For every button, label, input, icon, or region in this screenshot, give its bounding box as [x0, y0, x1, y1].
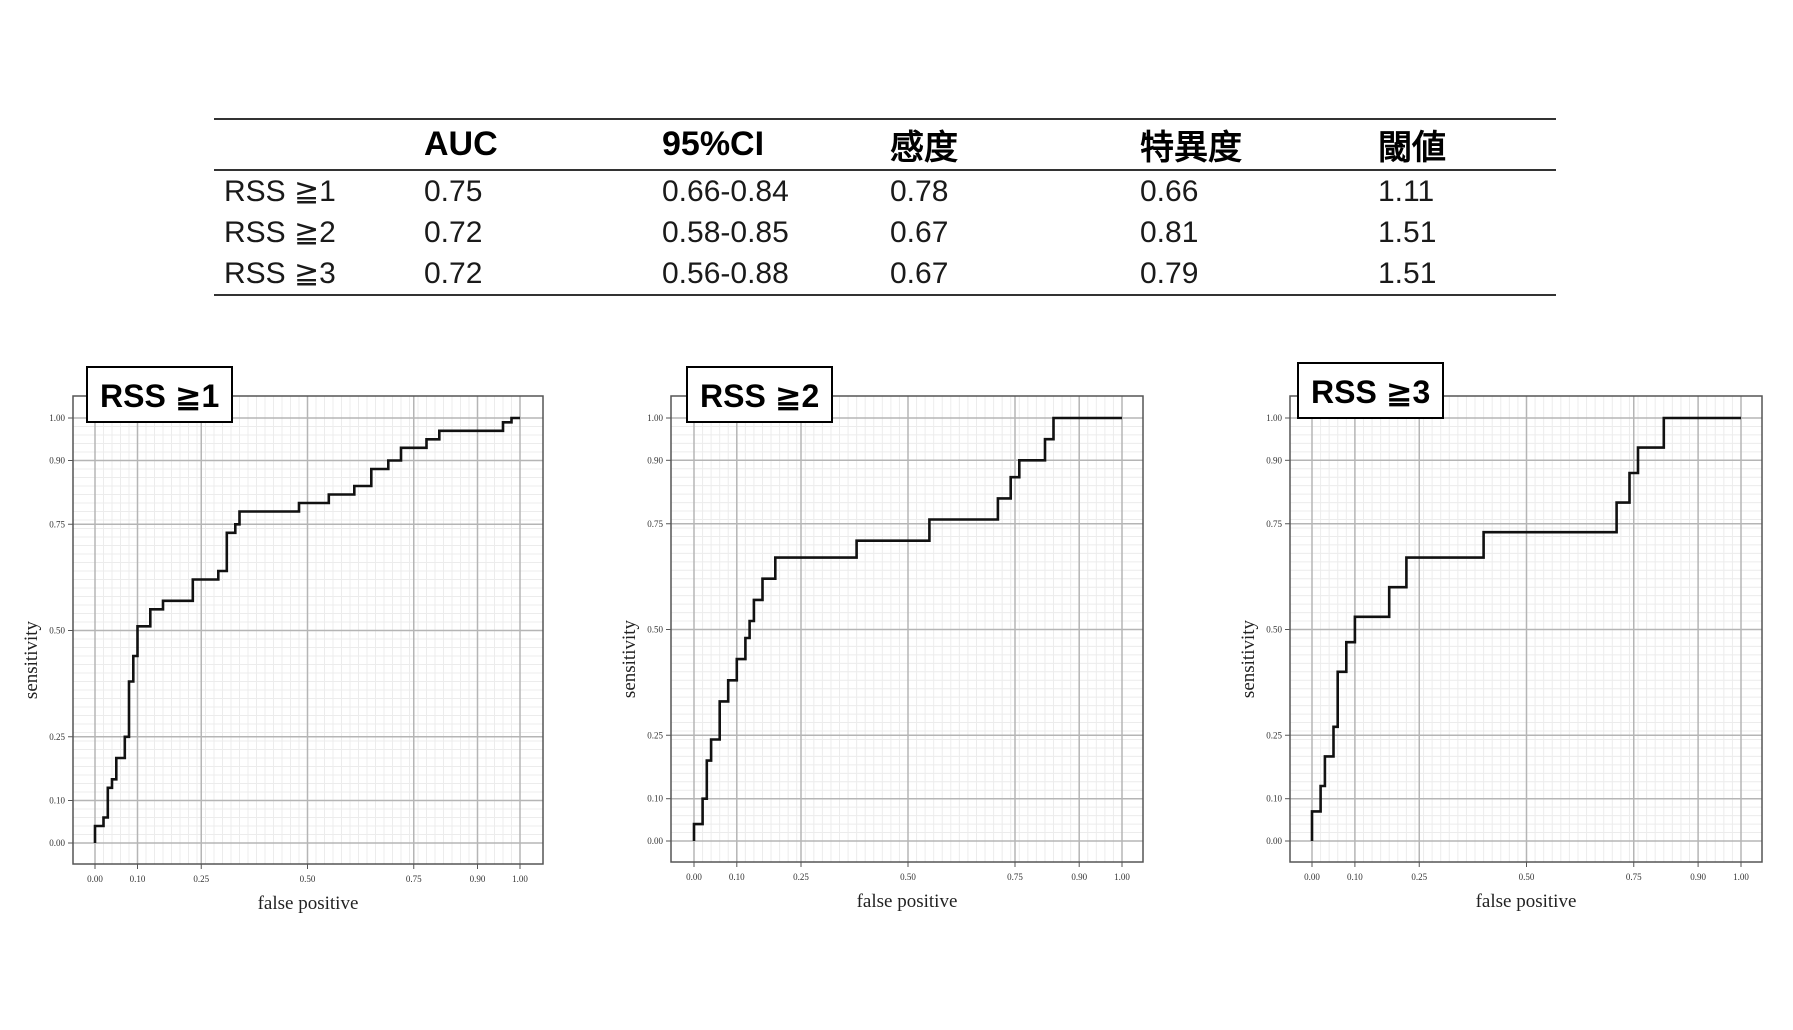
header-cell-ci: 95%CI	[662, 125, 765, 163]
table-cell: RSS ≧3	[224, 257, 336, 290]
x-tick-label: 1.00	[1733, 872, 1749, 882]
table-cell: 0.58-0.85	[662, 215, 789, 249]
x-tick-label: 1.00	[512, 874, 528, 884]
table-cell: RSS ≧1	[224, 175, 336, 208]
y-tick-label: 0.25	[49, 732, 65, 742]
table-cell: 0.75	[424, 174, 483, 208]
y-tick-label: 0.10	[49, 796, 65, 806]
chart-label-rss1: RSS ≧1	[86, 366, 234, 423]
x-tick-label: 0.10	[729, 872, 745, 882]
y-axis-title: sensitivity	[21, 620, 42, 699]
table-cell: RSS ≧2	[224, 216, 336, 249]
y-axis-title: sensitivity	[619, 619, 640, 698]
summary-table: AUC 95%CI 感度 特異度 閾値 RSS ≧1 0.75 0.66-0.8…	[214, 118, 1556, 296]
x-tick-label: 0.50	[900, 872, 916, 882]
y-tick-label: 0.25	[1266, 730, 1282, 740]
y-tick-label: 0.50	[1266, 625, 1282, 635]
table-cell: 0.72	[424, 256, 483, 290]
x-tick-label: 0.25	[793, 872, 809, 882]
y-tick-label: 0.90	[647, 455, 663, 465]
chart-label-rss2: RSS ≧2	[686, 366, 834, 423]
y-tick-label: 0.75	[1266, 519, 1282, 529]
table-cell: 0.66	[1140, 174, 1199, 208]
y-tick-label: 0.00	[647, 836, 663, 846]
x-tick-label: 0.25	[1411, 872, 1427, 882]
table-cell: 1.51	[1378, 215, 1437, 249]
roc-curve-line	[692, 416, 1122, 841]
y-tick-label: 0.90	[49, 456, 65, 466]
x-axis-title: false positive	[857, 891, 958, 912]
y-tick-label: 1.00	[49, 413, 65, 423]
x-tick-label: 0.90	[1071, 872, 1087, 882]
x-tick-label: 1.00	[1114, 872, 1130, 882]
y-tick-label: 0.25	[647, 730, 663, 740]
y-tick-label: 0.10	[1266, 794, 1282, 804]
x-tick-label: 0.50	[300, 874, 316, 884]
header-cell-threshold: 閾値	[1378, 129, 1446, 167]
y-tick-label: 0.50	[647, 625, 663, 635]
y-tick-label: 1.00	[647, 413, 663, 423]
table-cell: 0.56-0.88	[662, 256, 789, 290]
roc-curve-line	[1310, 416, 1741, 841]
y-tick-label: 0.50	[49, 626, 65, 636]
header-cell-auc: AUC	[424, 125, 498, 163]
x-tick-label: 0.75	[1626, 872, 1642, 882]
y-tick-label: 0.10	[647, 794, 663, 804]
table-cell: 0.78	[890, 174, 949, 208]
x-tick-label: 0.00	[1304, 872, 1320, 882]
table-cell: 0.67	[890, 256, 949, 290]
chart-label-rss3: RSS ≧3	[1297, 362, 1445, 419]
table-cell: 0.67	[890, 215, 949, 249]
header-cell-specificity: 特異度	[1140, 129, 1242, 167]
x-tick-label: 0.75	[1007, 872, 1023, 882]
header-cell-sensitivity: 感度	[890, 129, 958, 167]
x-axis-title: false positive	[1476, 891, 1577, 912]
x-tick-label: 0.75	[406, 874, 422, 884]
x-tick-label: 0.10	[130, 874, 146, 884]
y-tick-label: 0.75	[647, 519, 663, 529]
table-header-row: AUC 95%CI 感度 特異度 閾値	[214, 119, 1556, 170]
x-tick-label: 0.50	[1519, 872, 1535, 882]
table-cell: 1.11	[1378, 174, 1435, 208]
x-tick-label: 0.00	[686, 872, 702, 882]
table-row: RSS ≧1 0.75 0.66-0.84 0.78 0.66 1.11	[214, 170, 1556, 212]
x-tick-label: 0.10	[1347, 872, 1363, 882]
table-row: RSS ≧2 0.72 0.58-0.85 0.67 0.81 1.51	[214, 212, 1556, 253]
y-tick-label: 0.00	[1266, 836, 1282, 846]
table-cell: 0.72	[424, 215, 483, 249]
x-tick-label: 0.25	[193, 874, 209, 884]
x-tick-label: 0.00	[87, 874, 103, 884]
table-cell: 0.66-0.84	[662, 174, 789, 208]
y-axis-title: sensitivity	[1238, 619, 1259, 698]
x-axis-title: false positive	[258, 893, 359, 914]
table-cell: 0.79	[1140, 256, 1199, 290]
x-tick-label: 0.90	[470, 874, 486, 884]
y-tick-label: 0.75	[49, 519, 65, 529]
y-tick-label: 0.90	[1266, 455, 1282, 465]
y-tick-label: 1.00	[1266, 413, 1282, 423]
roc-curve-line	[93, 416, 520, 843]
table-cell: 0.81	[1140, 215, 1199, 249]
table-row: RSS ≧3 0.72 0.56-0.88 0.67 0.79 1.51	[214, 253, 1556, 295]
x-tick-label: 0.90	[1690, 872, 1706, 882]
table-cell: 1.51	[1378, 256, 1437, 290]
y-tick-label: 0.00	[49, 838, 65, 848]
